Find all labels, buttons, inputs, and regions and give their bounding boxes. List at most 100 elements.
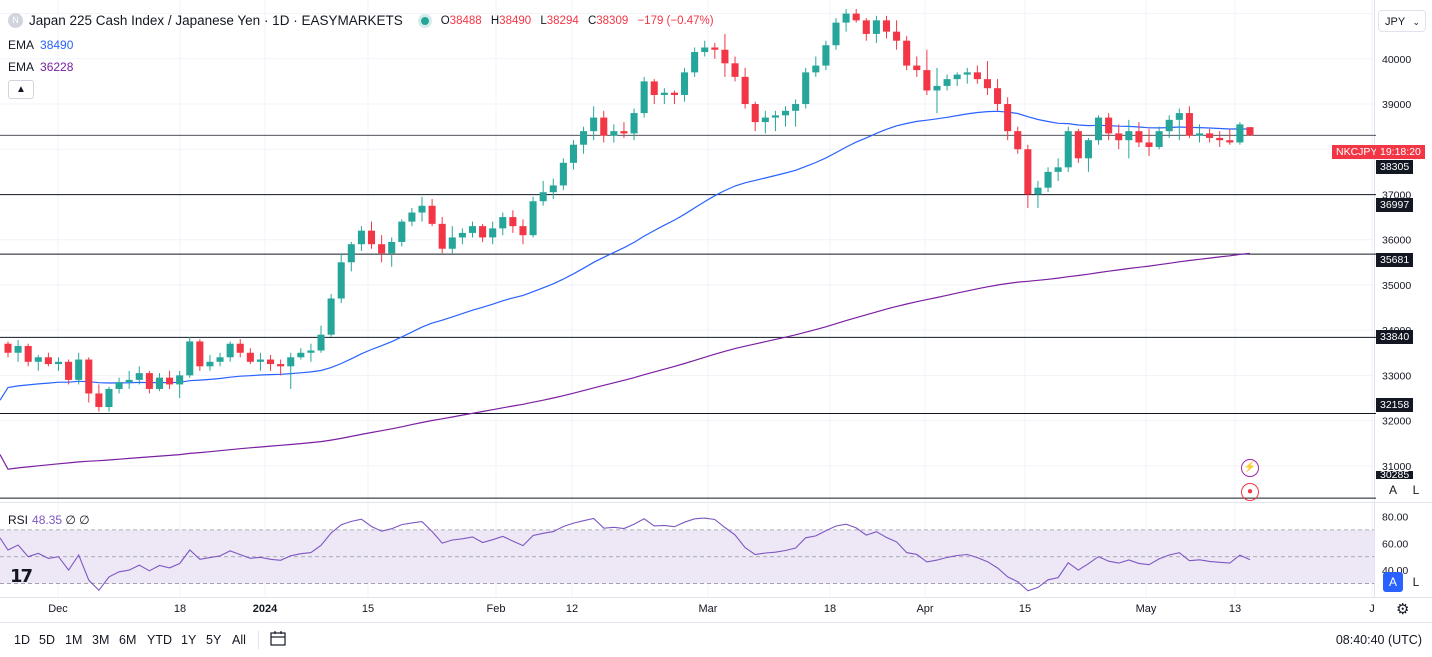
- time-tick-label: 15: [1019, 603, 1031, 615]
- time-tick-label: 18: [174, 603, 186, 615]
- timezone-clock[interactable]: 08:40:40 (UTC): [1335, 633, 1422, 647]
- price-tick-label: 40000: [1382, 54, 1411, 66]
- ema-slow-legend[interactable]: EMA 36228: [8, 60, 74, 74]
- candle-body: [923, 70, 931, 91]
- rsi-log-scale-button[interactable]: L: [1412, 575, 1420, 589]
- candle-body: [650, 81, 658, 95]
- candle-body: [327, 298, 335, 335]
- candle-body: [105, 388, 113, 408]
- candle-body: [1034, 187, 1042, 195]
- range-button-1d[interactable]: 1D: [14, 633, 30, 647]
- candle-body: [307, 350, 315, 353]
- candle-body: [640, 81, 648, 114]
- price-chart[interactable]: 4100040000390003800037000360003500034000…: [0, 0, 1432, 622]
- candle-body: [1155, 131, 1163, 147]
- candle-body: [216, 357, 224, 362]
- candle-body: [943, 79, 951, 86]
- toolbar-divider: [258, 631, 259, 649]
- candle-body: [378, 244, 386, 254]
- candle-body: [983, 79, 991, 89]
- candle-body: [691, 52, 699, 73]
- rsi-auto-scale-button[interactable]: A: [1383, 572, 1403, 592]
- candle-body: [1195, 133, 1204, 136]
- candle-body: [681, 72, 689, 95]
- candle-body: [1115, 133, 1123, 141]
- time-tick-label: Apr: [916, 603, 933, 615]
- time-tick-label: J: [1369, 603, 1375, 615]
- horizontal-levels: [0, 134, 1376, 499]
- candle-body: [1084, 140, 1092, 159]
- candle-body: [145, 373, 153, 389]
- chevron-up-icon: ▲: [16, 84, 26, 95]
- candle-body: [236, 343, 244, 353]
- range-button-1y[interactable]: 1Y: [181, 633, 197, 647]
- candle-body: [388, 241, 396, 254]
- candle-body: [287, 357, 295, 367]
- candle-body: [549, 185, 557, 193]
- currency-select[interactable]: JPY ⌄: [1378, 10, 1426, 32]
- tradingview-logo[interactable]: 17: [10, 566, 33, 587]
- candle-body: [166, 377, 174, 385]
- open-value: 38488: [449, 14, 482, 27]
- time-tick-label: Feb: [487, 603, 506, 615]
- collapse-legend-button[interactable]: ▲: [8, 80, 34, 99]
- range-button-6m[interactable]: 6M: [119, 633, 137, 647]
- candle-body: [438, 223, 446, 249]
- log-scale-button[interactable]: L: [1412, 483, 1420, 497]
- ema-fast-legend[interactable]: EMA 38490: [8, 38, 74, 52]
- candle-body: [267, 359, 275, 365]
- candle-body: [792, 104, 800, 111]
- candle-body: [1165, 119, 1173, 132]
- candle-body: [499, 217, 507, 229]
- candle-body: [620, 131, 628, 134]
- candle-body: [559, 162, 567, 186]
- candle-body: [711, 47, 719, 50]
- candle-body: [1074, 131, 1082, 159]
- candle-body: [569, 144, 577, 163]
- candle-body: [125, 379, 133, 383]
- range-button-3m[interactable]: 3M: [92, 633, 110, 647]
- rsi-value: 48.35: [32, 513, 63, 527]
- candle-body: [580, 131, 588, 145]
- candle-body: [1145, 142, 1153, 147]
- candle-body: [367, 230, 376, 245]
- candle-body: [1216, 137, 1224, 141]
- gear-icon[interactable]: ⚙: [1396, 601, 1410, 618]
- range-button-ytd[interactable]: YTD: [147, 633, 172, 647]
- range-button-5y[interactable]: 5Y: [206, 633, 222, 647]
- candle-body: [347, 244, 355, 263]
- price-tick-label: 31000: [1382, 461, 1411, 473]
- candle-body: [832, 22, 840, 46]
- lightning-icon[interactable]: ⚡: [1241, 459, 1259, 477]
- candle-body: [781, 110, 790, 116]
- market-status-icon[interactable]: [420, 16, 429, 25]
- calendar-icon[interactable]: [270, 631, 286, 646]
- candle-body: [226, 343, 234, 358]
- ema-fast-value: 38490: [40, 38, 74, 52]
- candle-body: [529, 201, 537, 236]
- candle-body: [408, 212, 416, 222]
- close-value: 38309: [596, 14, 629, 27]
- candle-body: [1014, 131, 1022, 150]
- candle-body: [519, 226, 527, 236]
- candle-body: [771, 115, 779, 118]
- candle-body: [337, 262, 345, 299]
- range-button-5d[interactable]: 5D: [39, 633, 55, 647]
- candle-body: [590, 117, 598, 132]
- time-tick-label: Dec: [48, 603, 68, 615]
- rsi-legend[interactable]: RSI 48.35 ∅ ∅: [8, 513, 90, 527]
- range-button-1m[interactable]: 1M: [65, 633, 83, 647]
- range-button-all[interactable]: All: [232, 633, 246, 647]
- candle-body: [196, 341, 204, 367]
- auto-scale-button[interactable]: A: [1388, 483, 1397, 497]
- axis-labels: 4100040000390003800037000360003500034000…: [48, 9, 1411, 615]
- ema-slow-line: [0, 252, 1251, 470]
- time-tick-label: Mar: [699, 603, 718, 615]
- record-icon[interactable]: ●: [1241, 483, 1259, 501]
- candle-body: [751, 104, 759, 123]
- symbol-title[interactable]: Japan 225 Cash Index / Japanese Yen · 1D…: [29, 13, 403, 28]
- candle-body: [24, 345, 32, 362]
- candle-body: [903, 40, 911, 66]
- rsi-pane: [0, 517, 1374, 592]
- candle-body: [277, 364, 285, 367]
